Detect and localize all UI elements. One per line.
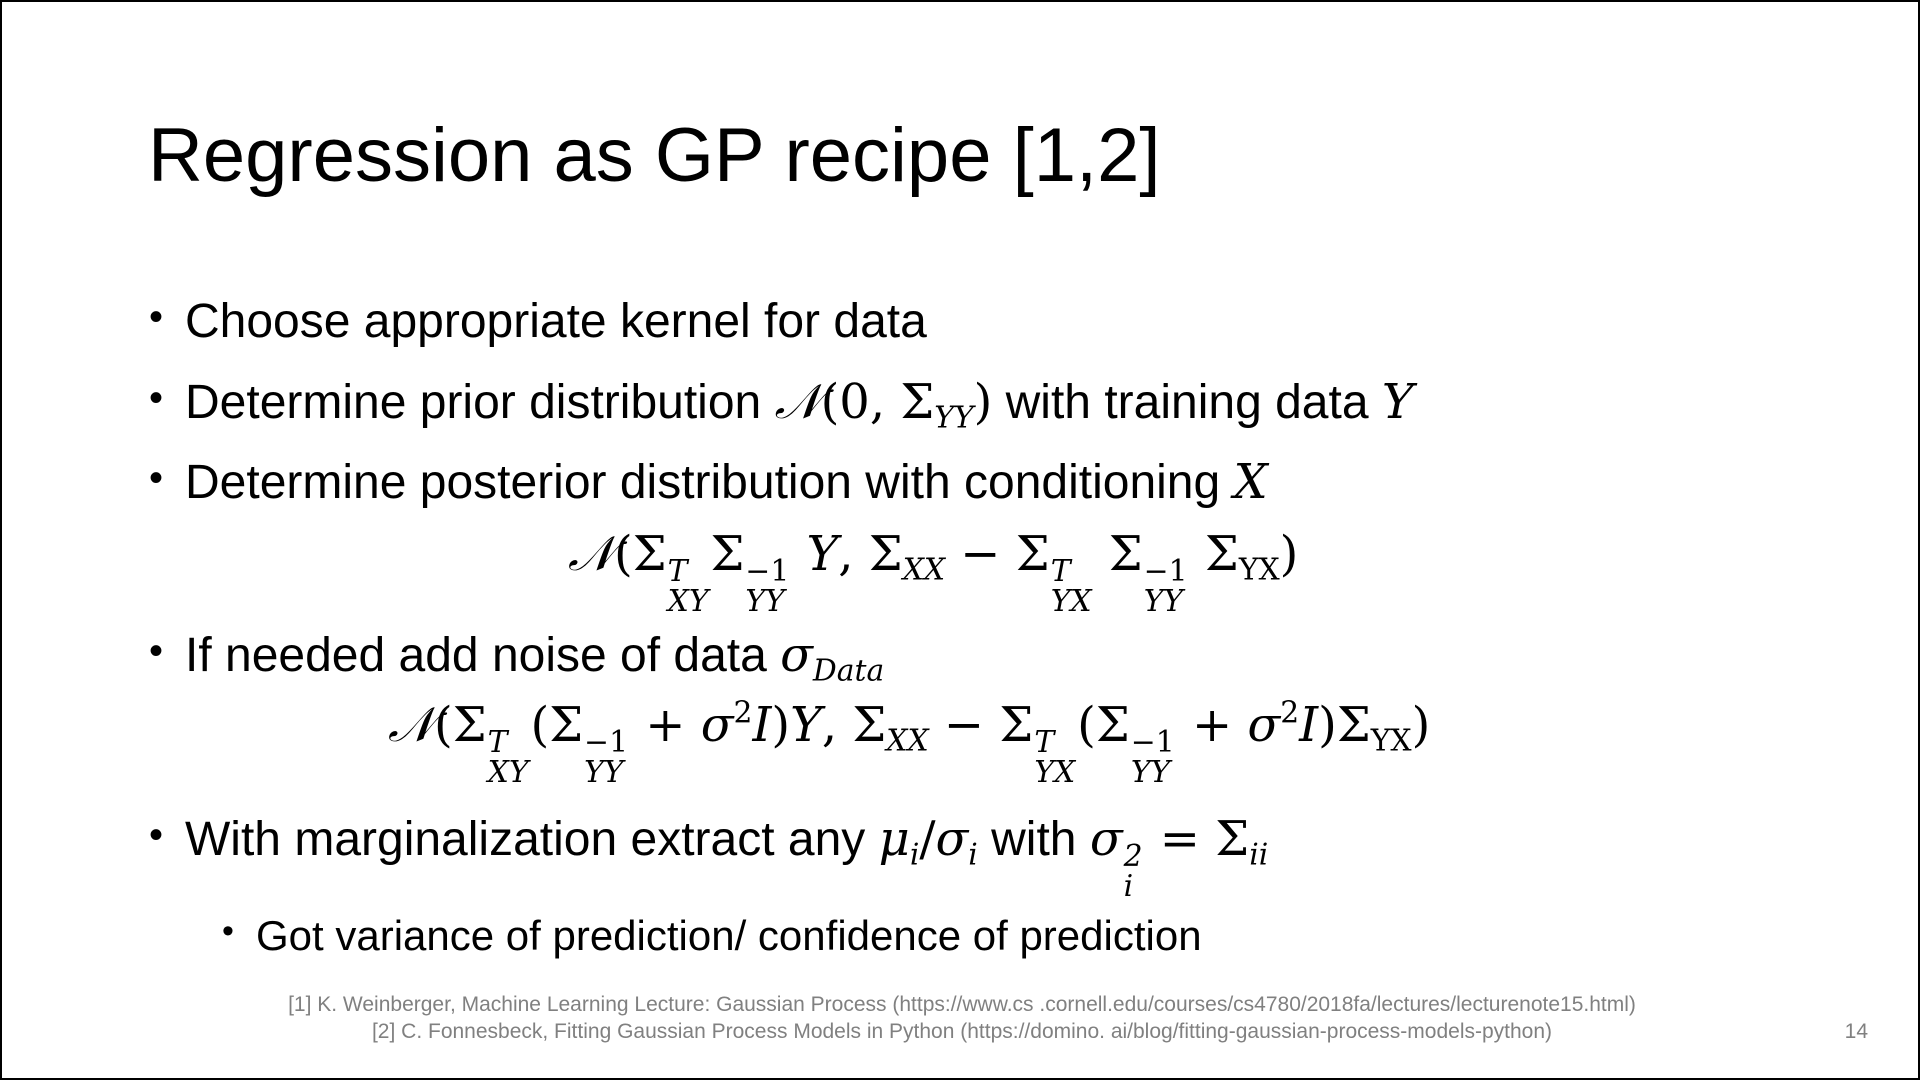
bullet-text-mid: with [991,813,1077,866]
bullet-dot-icon: • [149,629,164,673]
variance-formula: σ [1089,811,1123,867]
bullet-dot-icon: • [149,376,164,420]
bullet-prior: • Determine prior distribution 𝒩(0, ΣYY)… [149,374,1414,436]
bullet-text: Determine posterior distribution with co… [185,456,1221,509]
noisy-posterior-equation: 𝒩(Σ T XY (Σ −1 YY + σ2I)Y, ΣXX − Σ T YX (Σ −1 YY +… [388,695,1431,791]
reference-2: [2] C. Fonnesbeck, Fitting Gaussian Proc… [371,1020,1553,1044]
reference-1: [1] K. Weinberger, Machine Learning Lect… [288,993,1636,1016]
conditioning-symbol: X [1233,454,1268,510]
bullet-text: With marginalization extract any [185,813,866,866]
references: [1] K. Weinberger, Machine Learning Lect… [2,991,1920,1046]
bullet-dot-icon: • [149,295,164,339]
bullet-kernel: • Choose appropriate kernel for data [149,294,927,349]
bullet-posterior: • Determine posterior distribution with … [149,454,1268,510]
bullet-text: If needed add noise of data [185,629,767,682]
training-data-symbol: Y [1381,374,1414,430]
bullet-marginalization: • With marginalization extract any μi/σi… [149,811,1269,905]
bullet-dot-icon: • [222,912,234,950]
bullet-text-tail: with training data [1005,376,1369,429]
noise-symbol: σ [780,627,813,683]
posterior-equation: 𝒩(Σ T XY Σ −1 YY Y, ΣXX − Σ T YX Σ −1 YY ΣYX) [568,526,1299,620]
slide-title: Regression as GP recipe [1,2] [148,113,1161,198]
bullet-dot-icon: • [149,813,164,857]
mean-std-formula: μ [878,811,910,867]
bullet-text: Choose appropriate kernel for data [185,295,927,348]
bullet-dot-icon: • [149,456,164,500]
bullet-text: Determine prior distribution [185,376,762,429]
subbullet-variance: • Got variance of prediction/ confidence… [222,912,1202,960]
prior-formula: 𝒩 [774,374,821,430]
subbullet-text: Got variance of prediction/ confidence o… [256,912,1202,959]
bullet-noise: • If needed add noise of data σData [149,627,885,689]
page-number: 14 [1844,1020,1868,1043]
